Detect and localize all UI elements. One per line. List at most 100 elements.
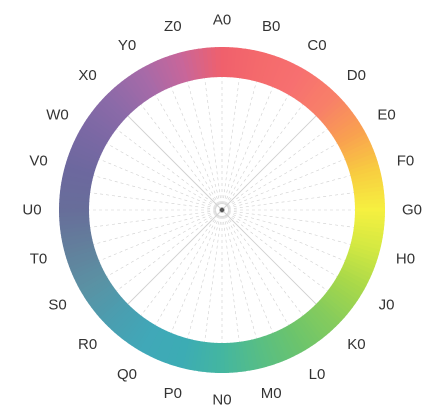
hue-label-z0: Z0	[164, 18, 182, 35]
ring-segment	[267, 333, 283, 364]
radial-line	[99, 209, 223, 262]
ring-segment	[339, 133, 369, 152]
ring-segment	[254, 51, 267, 83]
ring-segment	[138, 324, 158, 353]
ring-segment	[330, 115, 358, 137]
ring-segment	[83, 119, 112, 140]
ring-segment	[314, 302, 340, 328]
ring-segment	[62, 173, 93, 185]
ring-segment	[353, 225, 384, 234]
ring-segment	[189, 49, 200, 80]
ring-segment	[198, 341, 207, 372]
ring-segment	[177, 51, 190, 83]
ring-segment	[349, 165, 381, 178]
radial-line	[140, 209, 223, 316]
ring-segment	[75, 268, 105, 287]
ring-segment	[292, 320, 313, 349]
ring-segment	[141, 325, 161, 355]
ring-segment	[161, 56, 177, 87]
ring-segment	[73, 137, 103, 155]
ring-segment	[337, 129, 367, 149]
radial-line	[221, 209, 338, 277]
ring-segment	[149, 329, 167, 359]
ring-segment	[330, 283, 358, 305]
ring-segment	[347, 157, 378, 171]
ring-segment	[134, 322, 155, 351]
ring-segment	[341, 265, 371, 283]
ring-segment	[352, 232, 383, 243]
hue-label-w0: W0	[46, 107, 69, 124]
ring-segment	[306, 84, 330, 111]
hue-label-f0: F0	[397, 152, 415, 169]
ring-segment	[219, 342, 225, 374]
ring-segment	[344, 145, 374, 162]
radial-line	[221, 104, 304, 211]
ring-segment	[79, 126, 108, 146]
ring-segment	[91, 289, 118, 312]
radial-line	[221, 115, 317, 211]
ring-segment	[237, 48, 246, 79]
ring-segment	[354, 190, 385, 199]
ring-segment	[309, 307, 333, 333]
ring-segment	[59, 221, 90, 230]
ring-segment	[60, 181, 91, 192]
radial-line	[221, 78, 240, 211]
ring-segment	[223, 342, 229, 373]
hue-label-p0: P0	[164, 385, 182, 402]
ring-segment	[311, 304, 337, 331]
ring-segment	[96, 102, 123, 126]
ring-segment	[117, 312, 140, 339]
ring-segment	[62, 169, 94, 182]
ring-segment	[60, 228, 91, 239]
ring-segment	[264, 55, 279, 86]
ring-segment	[70, 258, 100, 275]
ring-segment	[165, 55, 180, 86]
ring-segment	[181, 50, 194, 82]
ring-segment	[346, 252, 377, 267]
ring-segment	[326, 108, 353, 131]
ring-segment	[75, 133, 105, 152]
ring-segment	[219, 46, 225, 78]
ring-segment	[96, 294, 123, 318]
ring-segment	[319, 297, 345, 321]
ring-segment	[298, 76, 320, 104]
radial-line	[116, 209, 223, 292]
ring-segment	[134, 69, 155, 98]
ring-segment	[141, 65, 161, 95]
ring-segment	[336, 126, 365, 146]
ring-segment	[237, 341, 246, 372]
radial-line	[127, 115, 223, 211]
ring-segment	[311, 89, 337, 116]
radial-line	[221, 175, 351, 211]
ring-segment	[173, 336, 187, 368]
ring-segment	[344, 258, 374, 275]
ring-segment	[334, 277, 363, 298]
ring-segment	[240, 341, 251, 372]
ring-segment	[247, 50, 259, 81]
ring-segment	[304, 81, 327, 108]
radial-line	[221, 209, 351, 245]
radial-line	[93, 175, 223, 211]
hue-label-b0: B0	[262, 18, 280, 35]
ring-segment	[314, 92, 340, 118]
color-ring	[58, 46, 386, 374]
ring-segment	[277, 329, 295, 359]
ring-segment	[349, 242, 381, 255]
ring-segment	[326, 289, 353, 312]
radial-line	[221, 94, 289, 211]
ring-segment	[86, 283, 114, 305]
ring-segment	[261, 335, 275, 366]
ring-segment	[244, 49, 255, 80]
ring-segment	[247, 339, 259, 370]
ring-segment	[66, 157, 97, 171]
ring-segment	[341, 137, 371, 155]
ring-segment	[67, 252, 98, 267]
ring-segment	[93, 292, 120, 315]
ring-segment	[157, 58, 174, 88]
ring-segment	[354, 207, 386, 213]
ring-segment	[250, 338, 263, 370]
ring-segment	[63, 165, 95, 178]
radial-line	[90, 209, 223, 228]
hue-label-l0: L0	[309, 366, 326, 383]
